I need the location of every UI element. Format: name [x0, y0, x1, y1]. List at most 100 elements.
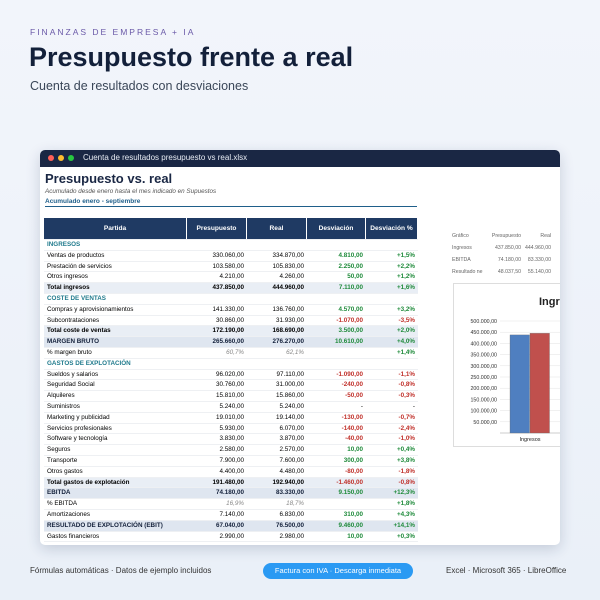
cell: 4.810,00	[338, 251, 363, 259]
cell: 3.500,00	[338, 327, 363, 335]
side-cell: 74.180,00	[497, 257, 521, 263]
cell: +0,4%	[396, 446, 415, 454]
cell: 4.480,00	[279, 467, 304, 475]
cell: 4.400,00	[219, 467, 244, 475]
cell: +4,0%	[396, 338, 415, 346]
table-row: Software y tecnología 3.830,00 3.870,00 -40…	[44, 434, 418, 446]
table-row: RESULTADO DE EXPLOTACIÓN (EBIT) 67.040,00…	[44, 520, 418, 532]
cell: 6.070,00	[279, 424, 304, 432]
cell: 3.830,00	[219, 435, 244, 443]
y-tick-label: 100.000,00	[470, 409, 497, 415]
close-button[interactable]	[48, 155, 54, 161]
table-row: Compras y aprovisionamientos 141.330,00 13…	[44, 305, 418, 316]
row-label: % EBITDA	[47, 500, 78, 508]
cell: 5.240,00	[219, 402, 244, 410]
cell: -0,7%	[398, 413, 415, 421]
row-label: Marketing y publicidad	[47, 413, 110, 421]
row-label: GASTOS DE EXPLOTACIÓN	[47, 359, 131, 367]
minimize-button[interactable]	[58, 155, 64, 161]
cell: 3.870,00	[279, 435, 304, 443]
table-row: Otros ingresos 4.210,00 4.260,00 50,00 +1,2%	[44, 272, 418, 284]
cell: 7.110,00	[338, 284, 363, 292]
table-row: % margen bruto 60,7% 62,1% +1,4%	[44, 348, 418, 359]
cell: +12,3%	[393, 489, 415, 497]
cell: 6.830,00	[279, 510, 304, 518]
cell: 18,7%	[286, 500, 304, 508]
y-tick-label: 250.000,00	[470, 375, 497, 381]
side-cell: Ingresos	[452, 245, 472, 251]
cell: -2,4%	[398, 424, 415, 432]
y-tick-label: 350.000,00	[470, 353, 497, 359]
cell: 105.830,00	[272, 262, 304, 270]
cell: -1,8%	[398, 467, 415, 475]
cell: 191.480,00	[212, 478, 244, 486]
cell: -1,1%	[398, 370, 415, 378]
cell: 16,9%	[226, 500, 244, 508]
cell: +1,6%	[396, 284, 415, 292]
row-label: Total coste de ventas	[47, 327, 111, 335]
cell: 30.760,00	[215, 381, 244, 389]
row-label: Total gastos de explotación	[47, 478, 130, 486]
row-label: Compras y aprovisionamientos	[47, 305, 134, 313]
cell: 62,1%	[286, 348, 304, 356]
y-tick-label: 150.000,00	[470, 397, 497, 403]
cell: 97.110,00	[276, 370, 304, 378]
header-row: Partida Presupuesto Real Desviación Desviaci…	[44, 218, 418, 240]
cell: -50,00	[345, 392, 363, 400]
cell: 50,00	[347, 273, 363, 281]
cell: -80,00	[345, 467, 363, 475]
cell: 2.250,00	[338, 262, 363, 270]
chart-box: Ingr 50.000,00 100.000,00 150.000,00 200.000…	[453, 283, 560, 447]
budget-table: Partida Presupuesto Real Desviación Desviaci…	[44, 218, 418, 543]
cell: 168.690,00	[272, 327, 304, 335]
bar	[529, 333, 550, 434]
chart: Ingr 50.000,00 100.000,00 150.000,00 200.000…	[470, 296, 560, 443]
side-column-header: Real	[540, 233, 551, 239]
cell: +1,5%	[396, 251, 415, 259]
row-label: Amortizaciones	[47, 510, 91, 518]
side-cell: 55.140,00	[527, 269, 551, 275]
cta-button[interactable]: Factura con IVA · Descarga inmediata	[263, 563, 413, 579]
cell: 60,7%	[226, 348, 244, 356]
spreadsheet-window: Cuenta de resultados presupuesto vs real…	[40, 150, 560, 545]
cell: -1.070,00	[336, 316, 363, 324]
cell: 4.210,00	[219, 273, 244, 281]
cell: +4,3%	[396, 510, 415, 518]
cell: 10,00	[347, 532, 363, 540]
bar	[509, 334, 530, 434]
cell: 76.500,00	[275, 521, 304, 529]
cell: 30.860,00	[215, 316, 244, 324]
cell: 10,00	[347, 446, 363, 454]
row-label: COSTE DE VENTAS	[47, 294, 107, 302]
cell: -0,3%	[398, 392, 415, 400]
column-header: Partida	[44, 218, 187, 239]
row-label: RESULTADO DE EXPLOTACIÓN (EBIT)	[47, 521, 163, 529]
cell	[307, 499, 366, 509]
cell: +1,4%	[396, 348, 415, 356]
row-label: EBITDA	[47, 489, 71, 497]
cell: 15.860,00	[275, 392, 304, 400]
cell: 9.460,00	[338, 521, 363, 529]
row-label: Transporte	[47, 456, 78, 464]
table-row: Sueldos y salarios 96.020,00 97.110,00 -1.0…	[44, 370, 418, 381]
row-label: Subcontrataciones	[47, 316, 100, 324]
table-row: Suministros 5.240,00 5.240,00 - -	[44, 402, 418, 413]
cell: 2.980,00	[279, 532, 304, 540]
cell: 7.600,00	[279, 456, 304, 464]
row-label: % margen bruto	[47, 348, 92, 356]
maximize-button[interactable]	[68, 155, 74, 161]
table-row: Transporte 7.900,00 7.600,00 300,00 +3,8%	[44, 456, 418, 467]
cell: -130,00	[341, 413, 363, 421]
cell: 15.810,00	[215, 392, 244, 400]
table-row: COSTE DE VENTAS	[44, 294, 418, 305]
cell: -140,00	[341, 424, 363, 432]
cell: 9.150,00	[338, 489, 363, 497]
cell: 7.140,00	[219, 510, 244, 518]
cell: 67.040,00	[215, 521, 244, 529]
cell: 103.580,00	[212, 262, 244, 270]
cell: -240,00	[341, 381, 363, 389]
y-tick-label: 300.000,00	[470, 364, 497, 370]
side-row: EBITDA 74.180,00 83.330,00	[452, 254, 551, 266]
row-label: Alquileres	[47, 392, 75, 400]
y-tick-label: 500.000,00	[470, 319, 497, 325]
